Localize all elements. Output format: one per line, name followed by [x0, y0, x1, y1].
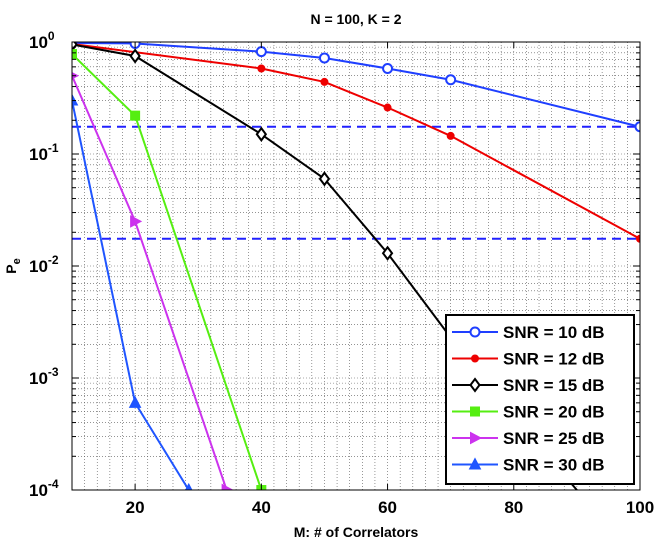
data-point [634, 121, 640, 133]
data-point [320, 77, 329, 86]
legend-marker [469, 377, 481, 393]
legend-marker [471, 354, 479, 363]
legend-entry: SNR = 12 dB [452, 350, 605, 369]
data-point [129, 48, 141, 64]
data-point [255, 46, 267, 58]
legend-label: SNR = 15 dB [503, 376, 605, 395]
data-point [221, 483, 234, 490]
legend-marker [468, 457, 482, 470]
data-point [383, 103, 392, 112]
y-axis-label-main: P [3, 264, 19, 273]
y-axis-label: Pe [3, 258, 23, 273]
x-tick-label: 100 [626, 498, 654, 517]
x-axis-label: M: # of Correlators [294, 524, 419, 540]
ticks: 20 40 60 80 100 100 10-1 10-2 10-3 10-4 [29, 29, 654, 517]
x-tick-label: 60 [378, 498, 397, 517]
y-tick-label: 10-4 [29, 477, 59, 500]
data-point [636, 234, 640, 243]
y-tick-label: 10-2 [29, 253, 59, 276]
data-point [128, 395, 142, 408]
x-tick-label: 40 [252, 498, 271, 517]
svg-text:Pe: Pe [3, 258, 23, 273]
y-tick-label: 100 [29, 29, 55, 52]
y-tick-label: 10-3 [29, 365, 59, 388]
data-point [445, 74, 457, 86]
data-point [257, 64, 266, 73]
data-point [318, 171, 331, 187]
legend-entry: SNR = 15 dB [452, 376, 605, 395]
series-5 [72, 72, 234, 490]
legend-label: SNR = 30 dB [503, 456, 605, 475]
data-point [185, 482, 193, 490]
data-point [255, 126, 268, 142]
data-point [318, 52, 330, 64]
data-point [130, 215, 143, 228]
legend: SNR = 10 dB SNR = 12 dB SNR = 15 dB SNR = 2… [445, 314, 635, 485]
y-tick-label: 10-1 [29, 141, 59, 164]
legend-box [445, 314, 635, 485]
legend-label: SNR = 25 dB [503, 429, 605, 448]
x-tick-label: 80 [504, 498, 523, 517]
data-point [130, 110, 141, 121]
legend-label: SNR = 12 dB [503, 350, 605, 369]
series-line [72, 42, 640, 240]
legend-entry: SNR = 10 dB [452, 323, 605, 342]
chart-title: N = 100, K = 2 [310, 11, 401, 27]
legend-label: SNR = 10 dB [503, 323, 605, 342]
legend-marker [470, 431, 483, 445]
legend-entry: SNR = 30 dB [452, 456, 605, 475]
legend-marker [470, 406, 480, 417]
legend-entry: SNR = 25 dB [452, 429, 605, 448]
legend-marker [469, 326, 481, 338]
y-axis-label-subscript: e [11, 258, 23, 264]
legend-entry: SNR = 20 dB [452, 403, 605, 422]
series-6 [72, 93, 193, 490]
legend-label: SNR = 20 dB [503, 403, 605, 422]
data-point [381, 245, 394, 261]
data-point [72, 49, 77, 60]
data-point [72, 93, 79, 106]
data-point [446, 131, 455, 140]
data-point [382, 62, 394, 74]
reference-lines [72, 125, 640, 240]
x-tick-label: 20 [126, 498, 145, 517]
